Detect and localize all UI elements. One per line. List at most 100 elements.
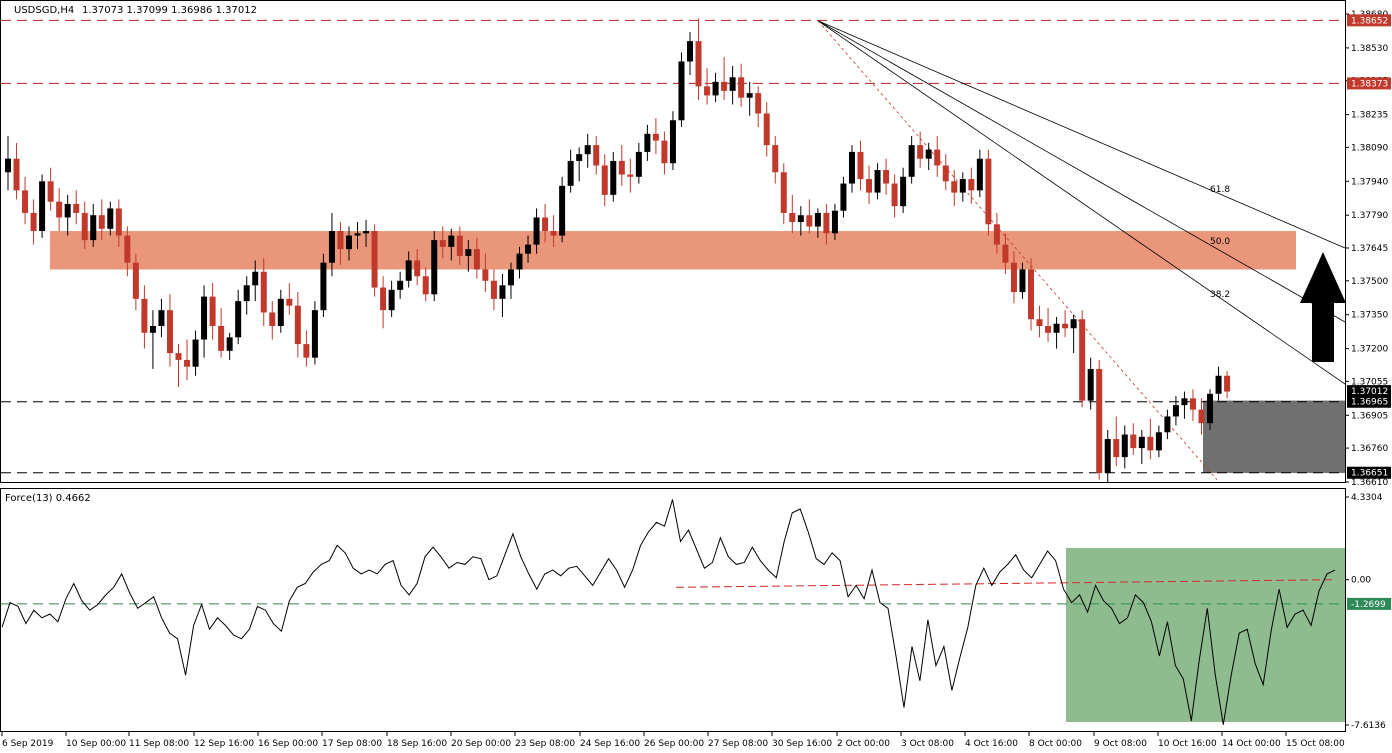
candle (354, 222, 361, 250)
candle-body (1147, 436, 1154, 451)
candle (806, 199, 813, 234)
price-level-tag-label: 1.36965 (1351, 398, 1388, 408)
time-tick-label: 8 Oct 00:00 (1029, 739, 1082, 749)
candle (507, 262, 514, 299)
candle (311, 301, 318, 365)
candle (618, 145, 625, 186)
force-level-tag-label: -1.2699 (1351, 600, 1386, 610)
candle (1036, 305, 1043, 338)
candle-body (942, 165, 949, 182)
candle (559, 176, 566, 243)
candle-body (286, 298, 293, 306)
fib-level-label: 61.8 (1210, 185, 1230, 195)
candle (431, 231, 438, 302)
candle-body (652, 133, 659, 141)
candle-body (482, 269, 489, 281)
candle-body (687, 41, 693, 62)
candle (1028, 258, 1034, 331)
candle-body (1224, 375, 1231, 392)
price-tick-label: 1.37055 (1351, 377, 1388, 387)
up-arrow-icon (1300, 252, 1346, 362)
candle (908, 136, 915, 184)
candle (1079, 310, 1086, 408)
candle-body (98, 215, 105, 229)
price-tick-label: 1.37645 (1351, 244, 1388, 254)
candle-body (712, 81, 719, 96)
candle-body (149, 326, 156, 333)
time-tick-label: 18 Sep 16:00 (387, 739, 447, 749)
time-tick-label: 4 Oct 16:00 (965, 739, 1018, 749)
candle-body (934, 149, 941, 166)
candle-body (883, 170, 890, 184)
candle (1207, 389, 1214, 430)
candle-body (328, 231, 335, 263)
candle (337, 222, 344, 265)
candle-body (218, 326, 225, 351)
force-series-line (1, 499, 1336, 725)
price-level-tag-label: 1.38652 (1351, 16, 1388, 26)
candle (525, 235, 532, 263)
candle (456, 226, 463, 265)
candle-body (959, 179, 966, 193)
support-zone (1203, 400, 1345, 473)
candle-body (337, 231, 344, 250)
candle-body (1028, 269, 1034, 320)
candle (243, 276, 250, 315)
candle-body (1096, 368, 1103, 473)
price-tick-label: 1.37200 (1351, 345, 1388, 355)
candle-body (107, 208, 114, 229)
candle (132, 253, 139, 311)
candle-body (1207, 393, 1214, 424)
price-tick-label: 1.37500 (1351, 277, 1388, 287)
candle-body (363, 231, 370, 234)
candle (874, 163, 881, 200)
price-level-tag (1347, 466, 1391, 479)
candle (729, 66, 736, 105)
candle (141, 285, 148, 349)
candle (1215, 366, 1222, 401)
candle-body (593, 145, 600, 166)
candle-body (542, 217, 549, 232)
candle (218, 307, 225, 358)
candle-body (516, 253, 523, 270)
candle-body (669, 120, 676, 164)
candle-body (175, 353, 182, 360)
candle-body (874, 170, 881, 193)
candle-body (1079, 319, 1086, 401)
candle (320, 253, 327, 317)
candle (90, 203, 97, 247)
candle-body (985, 158, 992, 225)
price-level-tag-label: 1.38373 (1351, 79, 1388, 89)
candle-body (1070, 319, 1077, 329)
candle-body (1130, 434, 1137, 449)
candle-body (584, 145, 591, 155)
candle-body (857, 151, 864, 180)
time-tick-label: 24 Sep 16:00 (580, 739, 640, 749)
candle-body (618, 160, 625, 175)
force-level-tag (1347, 597, 1391, 610)
candle-body (269, 312, 276, 326)
candle (661, 131, 668, 175)
candle-body (968, 179, 975, 191)
candle-body (47, 181, 54, 202)
candle-body (158, 310, 165, 326)
candle (925, 142, 932, 170)
candle-body (414, 260, 421, 277)
fib-fan-38-2-line (817, 20, 1346, 385)
time-tick-label: 23 Sep 08:00 (515, 739, 575, 749)
candle-body (235, 301, 242, 338)
candle (107, 201, 114, 236)
candle (81, 201, 88, 250)
candle (704, 68, 711, 105)
candle (371, 224, 378, 297)
candle-body (380, 287, 387, 311)
candle-body (908, 145, 915, 177)
candle (712, 72, 719, 103)
candle (439, 226, 446, 259)
time-tick-label: 15 Oct 08:00 (1286, 739, 1345, 749)
candle (209, 283, 216, 340)
price-tick-label: 1.37350 (1351, 311, 1388, 321)
candle (414, 249, 421, 286)
candle-body (490, 280, 497, 299)
candle (149, 310, 156, 369)
